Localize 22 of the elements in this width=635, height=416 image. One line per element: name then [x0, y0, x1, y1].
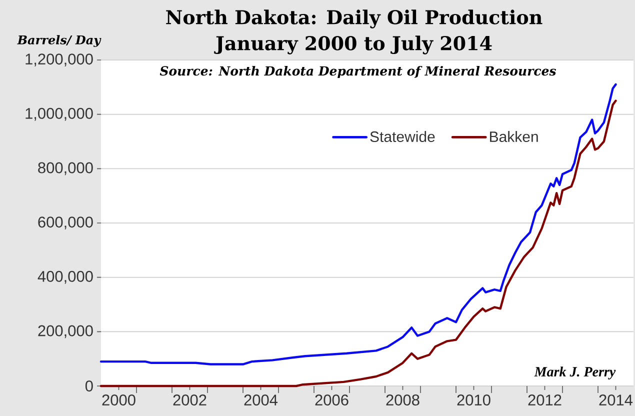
y-tick-label: 1,000,000: [26, 108, 93, 121]
legend-label: Bakken: [490, 131, 538, 142]
annotation: Source: North Dakota Department of Mineral Resources: [160, 66, 556, 78]
y-axis-title: Barrels/ Day: [17, 35, 102, 47]
x-tick-label: 2012: [528, 394, 562, 406]
legend-label: Statewide: [370, 131, 435, 142]
y-tick-label: 1,200,000: [26, 54, 93, 66]
x-tick-label: 2000: [102, 394, 136, 406]
chart-title: North Dakota: Daily Oil Production: [166, 10, 542, 28]
x-tick-label: 2014: [599, 394, 633, 406]
y-tick-label: 400,000: [38, 270, 93, 284]
y-tick-label: 0: [85, 380, 93, 392]
chart-subtitle: January 2000 to July 2014: [214, 36, 492, 54]
x-tick-label: 2010: [457, 394, 490, 406]
annotation: Mark J. Perry: [534, 366, 616, 380]
y-tick-label: 200,000: [38, 325, 93, 338]
y-tick-label: 600,000: [38, 216, 93, 230]
y-tick-label: 800,000: [38, 162, 93, 176]
x-tick-label: 2008: [386, 394, 420, 406]
x-tick-label: 2004: [244, 394, 278, 406]
x-tick-label: 2006: [315, 394, 348, 406]
x-tick-label: 2002: [173, 394, 206, 406]
